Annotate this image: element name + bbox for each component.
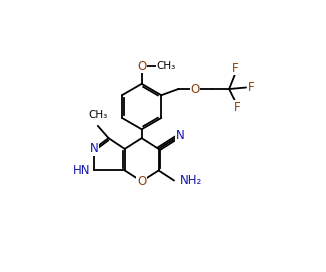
Text: CH₃: CH₃ bbox=[88, 110, 107, 120]
Text: N: N bbox=[176, 129, 185, 141]
Text: F: F bbox=[232, 62, 239, 75]
Text: O: O bbox=[137, 60, 146, 73]
Text: O: O bbox=[191, 82, 200, 95]
Text: N: N bbox=[90, 143, 98, 155]
Text: CH₃: CH₃ bbox=[156, 61, 175, 71]
Text: F: F bbox=[248, 81, 255, 94]
Text: HN: HN bbox=[73, 164, 91, 177]
Text: NH₂: NH₂ bbox=[179, 174, 202, 187]
Text: F: F bbox=[233, 101, 240, 114]
Text: O: O bbox=[137, 175, 146, 188]
